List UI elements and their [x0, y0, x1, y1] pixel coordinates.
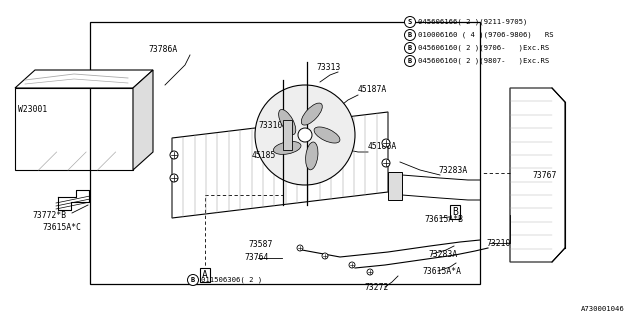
Text: 73210: 73210: [486, 239, 510, 248]
Bar: [15, 88, 133, 170]
Text: 73615A*C: 73615A*C: [42, 223, 81, 232]
Circle shape: [404, 29, 415, 41]
Circle shape: [297, 245, 303, 251]
Circle shape: [349, 262, 355, 268]
Text: 045606166( 2 )(9211-9705): 045606166( 2 )(9211-9705): [418, 19, 527, 25]
Text: W23001: W23001: [18, 105, 47, 114]
Text: 45186A: 45186A: [368, 142, 397, 151]
Text: S: S: [408, 19, 412, 25]
Circle shape: [322, 253, 328, 259]
Text: B: B: [408, 58, 412, 64]
Text: A: A: [202, 270, 208, 280]
Text: 045606160( 2 )(9807-   )Exc.RS: 045606160( 2 )(9807- )Exc.RS: [418, 58, 549, 64]
Text: 45185: 45185: [252, 151, 276, 160]
Circle shape: [404, 55, 415, 67]
Bar: [283, 120, 292, 150]
Circle shape: [255, 85, 355, 185]
Circle shape: [170, 151, 178, 159]
Circle shape: [404, 43, 415, 53]
Ellipse shape: [314, 127, 340, 143]
Text: 73615A*A: 73615A*A: [422, 267, 461, 276]
Circle shape: [298, 128, 312, 142]
Text: 73615A*B: 73615A*B: [424, 215, 463, 224]
Text: 73587: 73587: [248, 240, 273, 249]
Text: 73272: 73272: [364, 283, 388, 292]
Text: 011506306( 2 ): 011506306( 2 ): [201, 277, 262, 283]
Text: 73786A: 73786A: [148, 45, 177, 54]
Text: 73310: 73310: [258, 121, 282, 130]
Text: B: B: [408, 32, 412, 38]
Text: B: B: [452, 207, 458, 217]
Ellipse shape: [278, 109, 296, 135]
Polygon shape: [172, 112, 388, 218]
Polygon shape: [133, 70, 153, 170]
Ellipse shape: [301, 103, 323, 125]
Circle shape: [367, 269, 373, 275]
Text: 73772*B: 73772*B: [32, 211, 66, 220]
Circle shape: [404, 17, 415, 28]
Text: B: B: [191, 277, 195, 283]
Text: 010006160 ( 4 )(9706-9806)   RS: 010006160 ( 4 )(9706-9806) RS: [418, 32, 554, 38]
Text: B: B: [408, 45, 412, 51]
Text: 73283A: 73283A: [428, 250, 457, 259]
Bar: [90, 22, 480, 284]
Text: 73767: 73767: [532, 171, 556, 180]
Text: 73283A: 73283A: [438, 166, 467, 175]
Polygon shape: [510, 88, 565, 262]
Text: 73313: 73313: [316, 63, 340, 72]
Text: 73764: 73764: [244, 253, 268, 262]
Text: 45187A: 45187A: [358, 85, 387, 94]
Text: 045606160( 2 )(9706-   )Exc.RS: 045606160( 2 )(9706- )Exc.RS: [418, 45, 549, 51]
Circle shape: [382, 159, 390, 167]
Text: A730001046: A730001046: [581, 306, 625, 312]
Circle shape: [170, 174, 178, 182]
Bar: [388, 172, 402, 200]
Circle shape: [188, 275, 198, 285]
Ellipse shape: [273, 141, 301, 154]
Ellipse shape: [306, 142, 318, 170]
Circle shape: [382, 139, 390, 147]
Polygon shape: [15, 70, 153, 88]
